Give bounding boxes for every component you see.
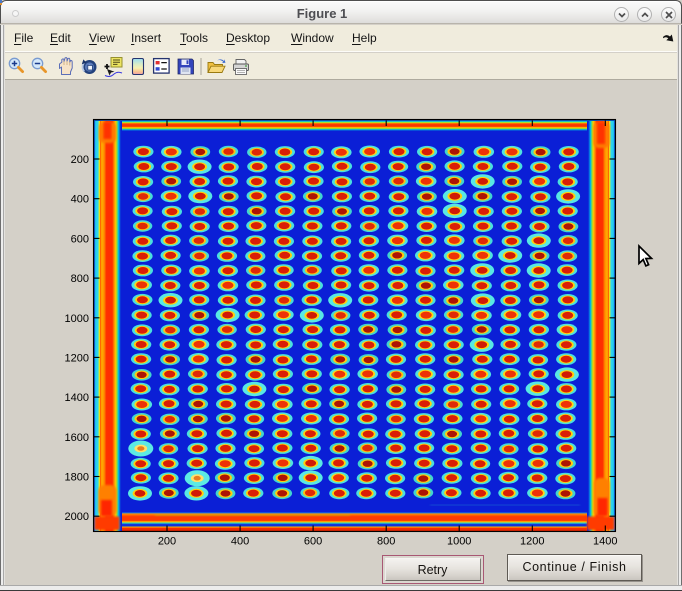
svg-text:200: 200	[158, 536, 176, 548]
svg-text:400: 400	[231, 536, 249, 548]
svg-text:200: 200	[71, 154, 89, 166]
svg-text:600: 600	[71, 233, 89, 245]
svg-text:1400: 1400	[593, 536, 617, 548]
svg-text:1800: 1800	[65, 472, 89, 484]
svg-text:1000: 1000	[447, 536, 471, 548]
svg-text:1200: 1200	[65, 352, 89, 364]
svg-text:800: 800	[71, 273, 89, 285]
svg-text:600: 600	[304, 536, 322, 548]
svg-text:2000: 2000	[65, 511, 89, 523]
svg-text:800: 800	[377, 536, 395, 548]
svg-text:1600: 1600	[65, 432, 89, 444]
svg-text:1400: 1400	[65, 392, 89, 404]
svg-text:1000: 1000	[65, 313, 89, 325]
svg-text:1200: 1200	[520, 536, 544, 548]
svg-text:400: 400	[71, 194, 89, 206]
